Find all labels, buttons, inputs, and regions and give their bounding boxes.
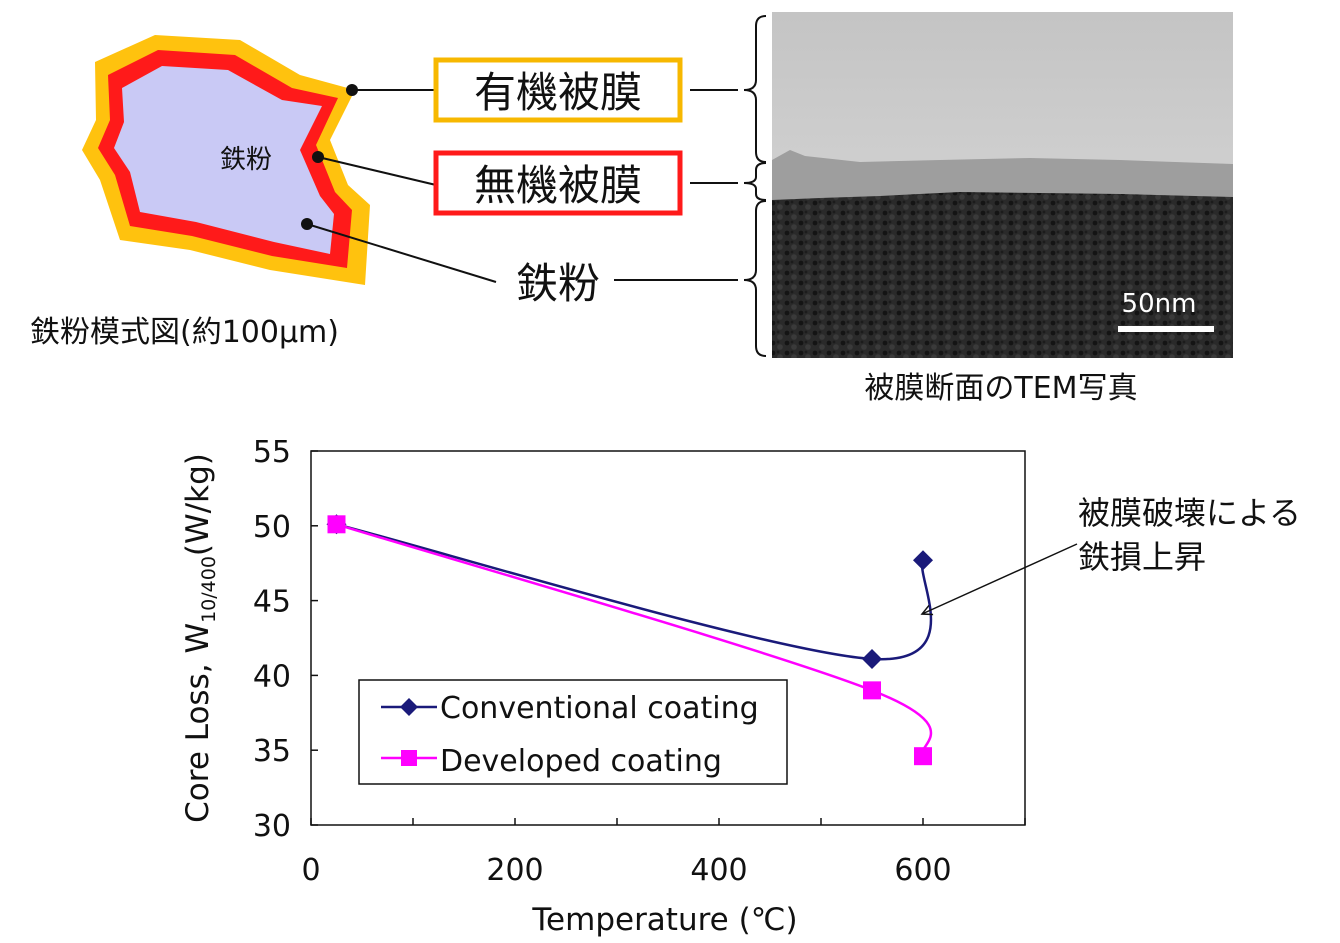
tem-scale-label: 50nm (1122, 289, 1197, 319)
x-tick-label: 0 (301, 853, 320, 888)
x-tick-label: 200 (486, 853, 543, 888)
organic-brace (743, 15, 767, 163)
x-tick-label: 600 (894, 853, 951, 888)
y-axis-label: Core Loss, W10/400(W/kg) (180, 453, 220, 823)
particle-diagram: 鉄粉 鉄粉模式図(約100µm) (30, 35, 497, 350)
organic-label-box (433, 57, 683, 123)
particle-caption: 鉄粉模式図(約100µm) (30, 315, 339, 350)
data-point-square (914, 747, 932, 766)
tem-image: 50nm (772, 12, 1233, 358)
inorganic-label-box (433, 150, 683, 216)
braces (743, 15, 767, 357)
particle-label: 鉄粉 (220, 145, 272, 175)
y-tick-label: 40 (253, 659, 291, 694)
legend-marker-developed (401, 750, 417, 766)
series-line-1 (336, 523, 933, 757)
coating-labels: 有機被膜 無機被膜 鉄粉 (433, 57, 738, 308)
inorganic-leader-line (317, 156, 437, 186)
y-tick-label: 30 (253, 809, 291, 844)
tem-caption: 被膜断面のTEM写真 (864, 371, 1137, 406)
legend: Conventional coating Developed coating (358, 679, 788, 785)
legend-label-conventional: Conventional coating (440, 691, 759, 726)
y-tick-label: 55 (253, 435, 291, 470)
data-point-diamond (913, 550, 933, 571)
x-axis-label: Temperature (℃) (531, 902, 797, 938)
legend-marker-conventional (400, 698, 418, 716)
legend-label-developed: Developed coating (440, 744, 722, 779)
y-tick-label: 50 (253, 510, 291, 545)
annotation-line-1: 被膜破壊による (1078, 494, 1301, 532)
data-point-diamond (862, 648, 882, 669)
y-axis-label-unit: (W/kg) (180, 453, 216, 556)
y-tick-label: 35 (253, 734, 291, 769)
iron-leader-line (306, 223, 497, 283)
inorganic-label: 無機被膜 (474, 161, 642, 210)
iron-brace (743, 200, 767, 357)
annotation: 被膜破壊による 鉄損上昇 (922, 494, 1301, 614)
annotation-arrow (922, 543, 1078, 614)
core-loss-chart: 30 35 40 45 50 55 0 200 400 600 Temperature (℃) C… (180, 435, 1301, 938)
y-tick-label: 45 (253, 585, 291, 620)
tem-coating-band (772, 150, 1233, 204)
legend-box (358, 679, 788, 785)
inorganic-brace (743, 162, 767, 201)
data-point-square (863, 681, 881, 700)
y-axis-label-sub: 10/400 (198, 556, 220, 623)
tem-scale-bar (1118, 326, 1214, 332)
tem-iron-region (772, 192, 1233, 358)
iron-label: 鉄粉 (516, 259, 600, 308)
iron-core (114, 66, 334, 254)
y-axis-label-main: Core Loss, W (180, 623, 216, 823)
organic-label: 有機被膜 (474, 68, 642, 117)
x-tick-label: 400 (690, 853, 747, 888)
annotation-line-2: 鉄損上昇 (1078, 538, 1206, 576)
axis-ticks: 30 35 40 45 50 55 0 200 400 600 (253, 435, 1026, 888)
data-point-square (327, 515, 346, 534)
